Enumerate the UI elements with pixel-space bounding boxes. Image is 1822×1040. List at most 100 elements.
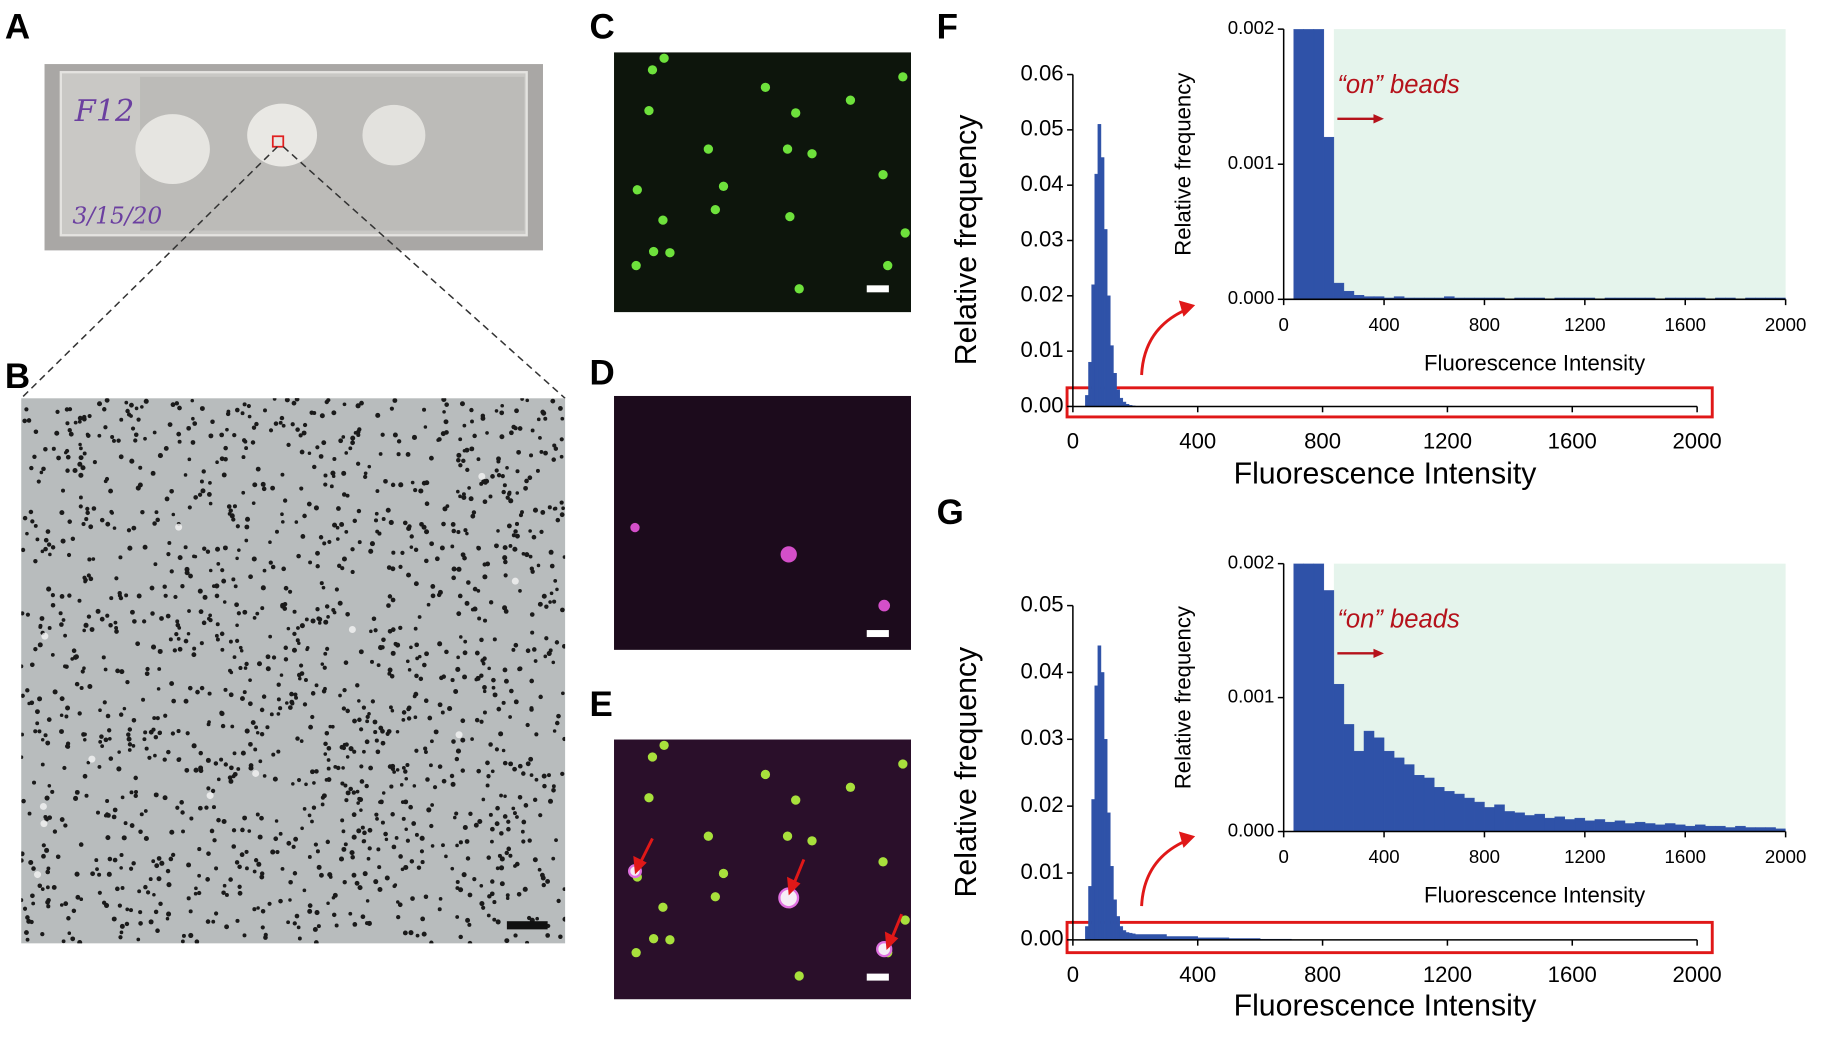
bead — [162, 795, 168, 801]
bead — [268, 634, 273, 639]
bead — [253, 858, 259, 863]
histogram-bar — [1119, 397, 1124, 407]
bead — [70, 536, 76, 542]
bead — [234, 407, 240, 413]
bead — [393, 641, 398, 647]
histogram-bar — [1110, 866, 1114, 940]
bead — [138, 465, 143, 470]
bead — [490, 474, 495, 479]
bead — [535, 468, 540, 473]
bead — [276, 697, 281, 702]
bead — [405, 452, 411, 457]
histogram-bar — [1614, 820, 1626, 832]
bead — [502, 605, 508, 611]
bead — [390, 482, 396, 488]
bead — [396, 915, 401, 920]
bead — [125, 679, 130, 685]
bead — [52, 829, 58, 834]
bead — [523, 485, 528, 491]
bead — [202, 594, 208, 600]
bead — [82, 666, 86, 670]
bead — [791, 108, 801, 118]
bead — [373, 879, 379, 885]
bead — [378, 645, 384, 651]
bead — [237, 548, 241, 552]
bead — [89, 627, 95, 632]
bead — [485, 431, 489, 435]
bead — [103, 813, 108, 818]
bead — [163, 713, 168, 718]
bead — [504, 938, 510, 944]
bead — [364, 739, 370, 745]
bead — [155, 928, 160, 934]
bead — [109, 596, 114, 601]
bead — [316, 864, 322, 870]
bead — [209, 828, 215, 834]
bead — [415, 933, 420, 938]
bead — [239, 852, 245, 858]
bead — [508, 853, 513, 858]
bead — [52, 689, 58, 695]
bead — [171, 852, 176, 858]
bead — [391, 550, 396, 555]
annotation-arrowhead — [1373, 648, 1384, 659]
bead — [260, 481, 266, 487]
bead — [455, 748, 462, 754]
bead — [534, 777, 539, 782]
bead — [150, 470, 156, 476]
bead — [378, 800, 382, 804]
bead — [135, 641, 141, 647]
bead — [142, 619, 147, 624]
bead — [345, 790, 351, 796]
bead — [299, 486, 304, 491]
histogram-bar — [1091, 799, 1095, 940]
bead — [718, 868, 729, 879]
y-axis-label: Relative frequency — [950, 114, 983, 366]
bead — [357, 717, 362, 723]
bead — [241, 438, 247, 443]
bead — [536, 417, 541, 422]
bead — [365, 899, 370, 903]
bead — [281, 566, 286, 572]
bead — [373, 730, 378, 735]
bead — [299, 739, 304, 743]
bead — [144, 746, 149, 751]
bead — [133, 793, 138, 799]
bead — [185, 731, 190, 736]
bead — [530, 428, 535, 433]
bead — [334, 923, 339, 928]
bead — [126, 528, 132, 533]
bead — [400, 550, 405, 555]
bead — [425, 777, 430, 782]
bead — [710, 204, 721, 215]
bead — [543, 450, 548, 456]
bead — [363, 474, 368, 480]
bead — [175, 622, 181, 628]
bead — [25, 688, 30, 693]
bead — [323, 741, 328, 747]
bead — [386, 603, 391, 608]
bead — [21, 858, 24, 863]
bead — [167, 422, 173, 427]
bead — [479, 673, 484, 678]
bead — [222, 883, 227, 888]
bead — [127, 727, 133, 732]
bead — [351, 834, 357, 840]
bead — [27, 811, 32, 816]
bead — [41, 843, 46, 848]
bead — [355, 403, 361, 409]
bead — [259, 731, 265, 737]
bead — [228, 877, 233, 882]
bead — [399, 783, 404, 787]
bead — [131, 744, 136, 748]
bead — [450, 866, 455, 871]
bead — [522, 886, 528, 892]
bead — [44, 847, 50, 853]
bead — [205, 919, 211, 924]
bead — [794, 284, 804, 294]
bead — [229, 670, 234, 675]
histogram-bar — [1674, 824, 1686, 832]
bead — [419, 835, 425, 841]
bead — [167, 540, 172, 545]
bead — [365, 719, 370, 724]
